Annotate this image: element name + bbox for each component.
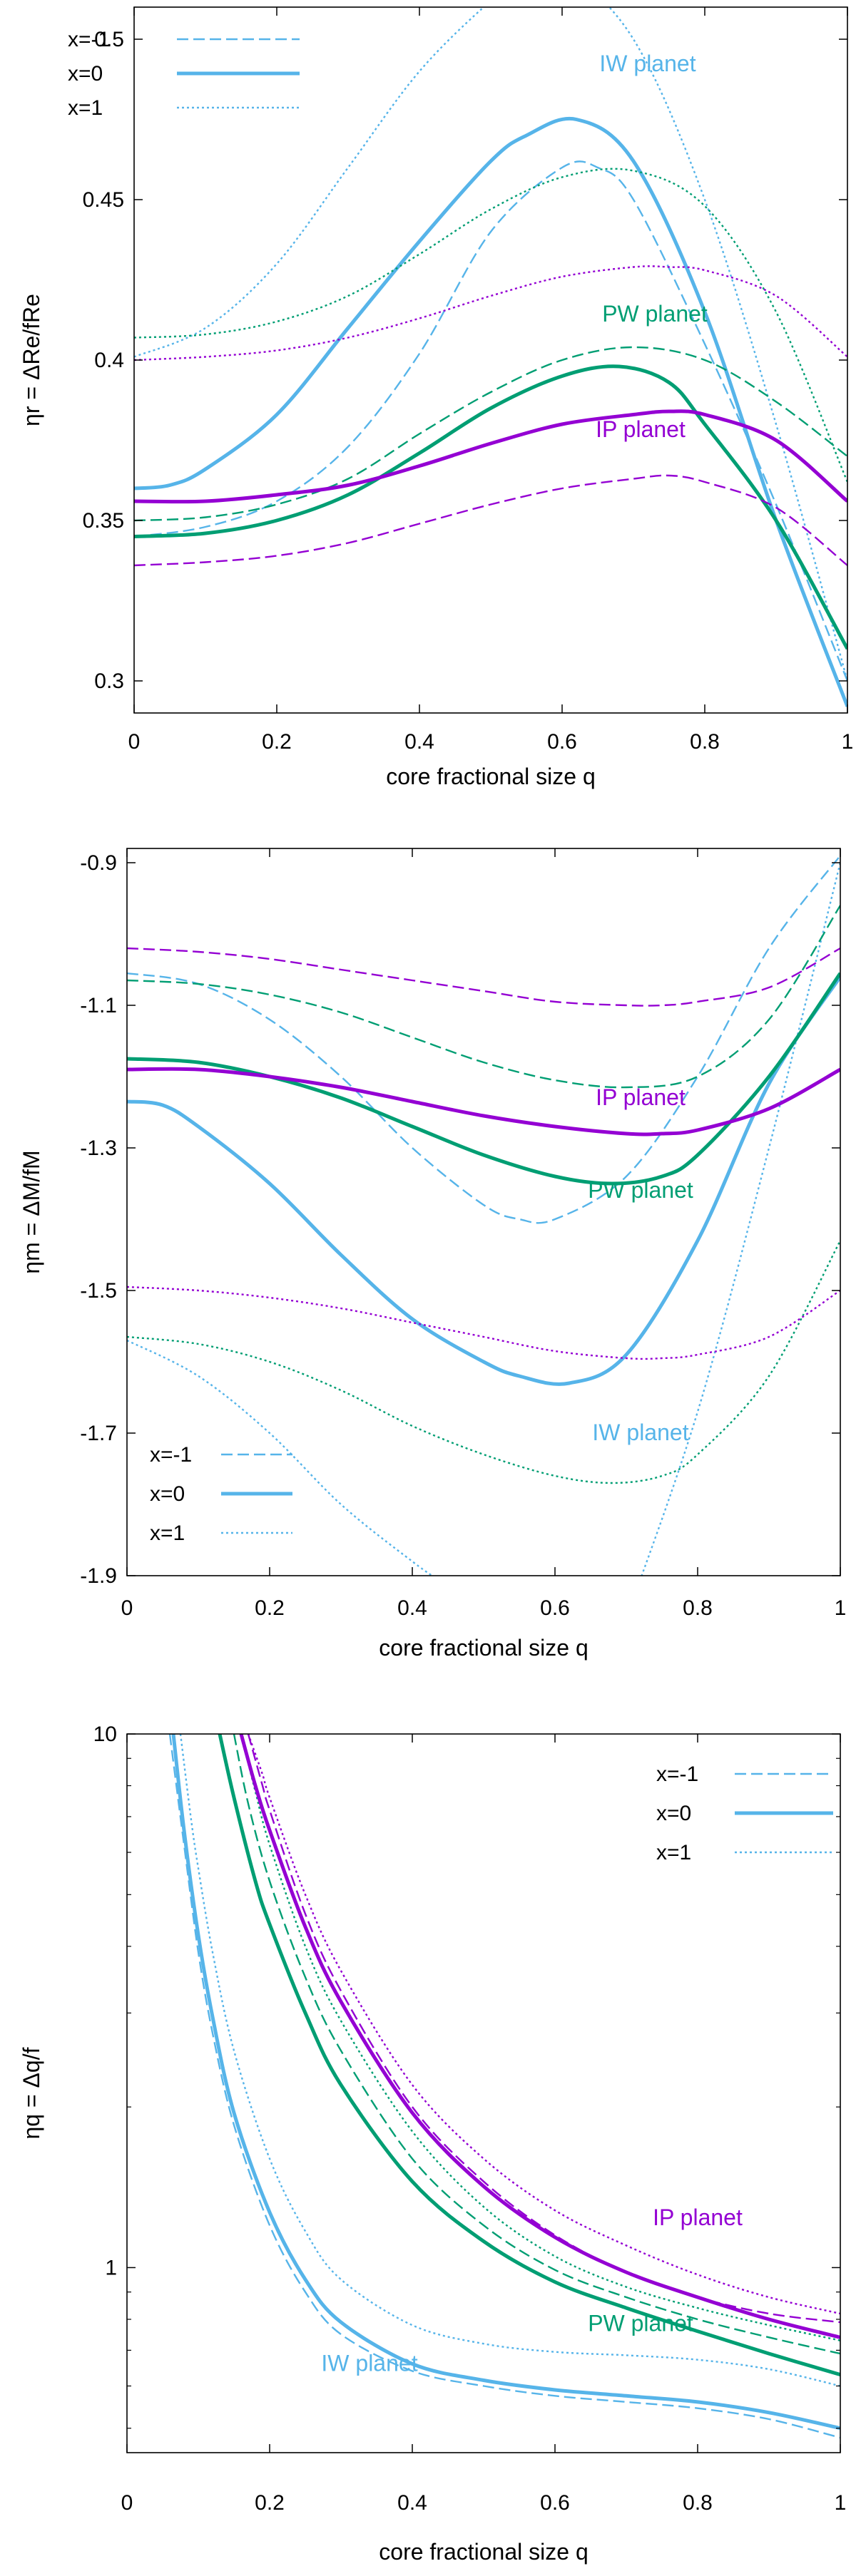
x-tick-label: 0.6 [547,730,577,754]
series-line-ip-planet-x-1 [247,1734,840,2324]
y-tick-label: 0.3 [94,669,124,693]
plot-frame [126,1733,841,2453]
series-line-iw-planet-x-1-return [641,862,840,1576]
legend-label: x=-1 [68,28,110,51]
y-axis-label: ηr = ΔRe/fRe [19,294,44,426]
series-line-ip-planet-x-1 [127,1286,840,1360]
series-line-iw-planet-x-1 [179,1734,840,2387]
x-tick-label: 0.2 [262,730,292,754]
x-tick-label: 0 [121,1596,133,1620]
y-tick-label: -1.9 [80,1564,117,1588]
x-axis-label: core fractional size q [379,2539,588,2565]
x-tick-label: 1 [835,1596,847,1620]
x-axis-label: core fractional size q [386,764,595,789]
series-line-iw-planet-x-1 [134,7,847,682]
x-tick-label: 0.4 [397,2491,427,2515]
series-line-iw-planet-x-0 [134,116,847,707]
y-tick-label: 1 [105,2256,117,2279]
legend: x=-1 x=0 x=1 [68,28,300,120]
annotation-iw-planet: IW planet [321,2351,417,2376]
series-line-ip-planet-x-1 [247,1734,840,2315]
annotation-iw-planet: IW planet [599,51,696,76]
legend-label: x=-1 [150,1443,192,1467]
x-tick-label: 0.8 [683,2491,713,2515]
series-line-iw-planet-x-1 [134,160,847,682]
series-line-ip-planet-x-0 [239,1734,840,2339]
x-tick-label: 0.8 [683,1596,713,1620]
series-line-iw-planet-x-1 [168,1734,840,2439]
x-tick-label: 0 [121,2491,133,2515]
series-line-ip-planet-x-0 [134,409,847,504]
series-line-ip-planet-x-0 [127,1067,840,1136]
plot-frame [126,848,841,1576]
legend-label: x=1 [150,1522,185,1545]
x-axis-label: core fractional size q [379,1635,588,1661]
y-tick-label: 0.45 [83,188,124,212]
series-line-pw-planet-x-1 [127,1240,840,1484]
x-tick-label: 0.6 [540,1596,570,1620]
y-tick-label: 0.5 [94,28,124,51]
legend: x=-1 x=0 x=1 [150,1443,292,1545]
legend-label: x=1 [656,1841,691,1864]
legend-label: x=0 [68,62,103,86]
series-line-iw-planet-x-1 [127,1339,434,1576]
annotation-pw-planet: PW planet [588,2311,693,2336]
series-line-pw-planet-x-1 [134,168,847,483]
series-line-ip-planet-x-1 [134,474,847,567]
legend-label: x=1 [68,96,103,120]
x-tick-label: 0.2 [255,1596,285,1620]
y-tick-label: -1.1 [80,994,117,1017]
y-tick-label: 0.35 [83,509,124,533]
series-line-pw-planet-x-0 [134,364,847,650]
y-tick-label: -1.7 [80,1422,117,1445]
annotation-ip-planet: IP planet [596,416,686,442]
annotation-pw-planet: PW planet [588,1177,693,1203]
y-tick-label: -1.3 [80,1136,117,1160]
chart-panel-1: 0 0.2 0.4 0.6 0.8 1 0.3 0.35 0.4 0.45 0.5 core frac… [19,6,854,789]
series-line-pw-planet-x-0 [218,1734,840,2376]
y-tick-label: 0.4 [94,349,124,372]
legend: x=-1 x=0 x=1 [656,1762,833,1864]
series-group [168,1734,840,2439]
x-tick-label: 0.6 [540,2491,570,2515]
series-line-pw-planet-x-1 [134,346,847,522]
x-tick-label: 0.8 [690,730,720,754]
x-tick-label: 1 [835,2491,847,2515]
legend-label: x=-1 [656,1762,698,1786]
x-tick-label: 1 [842,730,854,754]
x-tick-label: 0.2 [255,2491,285,2515]
chart-panel-2: 0 0.2 0.4 0.6 0.8 1 -0.9 -1.1 -1.3 -1.5 -1.7 -1.9 co… [19,848,846,1661]
y-tick-label: 10 [93,1723,117,1746]
x-tick-label: 0.4 [397,1596,427,1620]
series-line-pw-planet-x-1 [127,905,840,1089]
annotation-pw-planet: PW planet [602,301,708,327]
series-line-iw-planet-x-1 [127,855,840,1224]
series-line-pw-planet-x-1 [233,1734,840,2355]
x-tick-label: 0 [128,730,141,754]
annotation-iw-planet: IW planet [592,1420,688,1445]
chart-panel-3: 0 0.2 0.4 0.6 0.8 1 1 10 core fractional size q η… [19,1723,846,2565]
series-line-pw-planet-x-1 [240,1734,840,2341]
x-tick-label: 0.4 [404,730,434,754]
series-group [127,855,840,1576]
y-axis-label: ηq = Δq/f [19,2047,44,2139]
plot-frame [133,6,848,714]
annotation-ip-planet: IP planet [653,2205,743,2230]
series-line-ip-planet-x-1 [127,947,840,1007]
legend-label: x=0 [656,1802,691,1825]
annotation-ip-planet: IP planet [596,1084,686,1110]
series-line-iw-planet-x-0 [127,975,840,1386]
y-tick-label: -1.5 [80,1279,117,1303]
y-tick-label: -0.9 [80,851,117,875]
series-line-ip-planet-x-1 [134,265,847,361]
y-axis-label: ηm = ΔM/fM [19,1150,44,1273]
legend-label: x=0 [150,1482,185,1506]
series-line-iw-planet-x-0 [171,1734,840,2431]
series-group [134,7,847,707]
